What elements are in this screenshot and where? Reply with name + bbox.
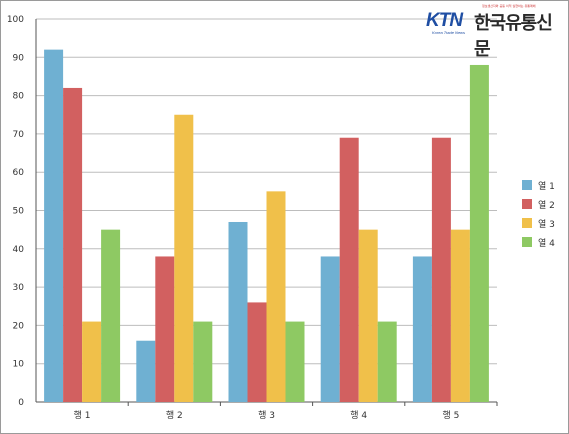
legend-swatch — [522, 180, 532, 190]
bar — [63, 87, 83, 402]
bar — [266, 191, 286, 402]
bar — [469, 64, 489, 403]
x-tick-label: 행 4 — [350, 409, 367, 421]
legend-swatch — [522, 237, 532, 247]
logo-tagline: 정보생산자와 공동 이익 실현하는 유통매체 — [482, 4, 536, 8]
bar — [358, 229, 378, 402]
bar — [247, 302, 267, 402]
legend-label: 열 4 — [538, 238, 555, 249]
bar — [412, 256, 432, 402]
x-tick-label: 행 2 — [166, 409, 183, 421]
x-tick-label: 행 5 — [442, 409, 459, 421]
legend-label: 열 3 — [538, 219, 555, 230]
y-tick-label: 60 — [13, 168, 25, 178]
logo-brand-subtitle: Korea Trade News — [432, 30, 466, 35]
legend-label: 열 2 — [538, 200, 555, 211]
logo-paper-name: 한국유통신문 — [474, 13, 553, 60]
y-tick-label: 50 — [13, 207, 25, 217]
y-tick-label: 30 — [13, 283, 25, 293]
x-tick-label: 행 3 — [258, 409, 275, 421]
bar — [377, 321, 397, 402]
legend-swatch — [522, 218, 532, 228]
bar — [193, 321, 213, 402]
logo-brand: KTN — [426, 10, 463, 31]
y-tick-label: 70 — [13, 130, 25, 140]
newspaper-logo: 정보생산자와 공동 이익 실현하는 유통매체 KTN Korea Trade N… — [424, 4, 564, 60]
y-tick-label: 40 — [13, 245, 25, 255]
legend-label: 열 1 — [538, 181, 555, 192]
y-tick-label: 10 — [13, 360, 25, 370]
bar — [174, 114, 194, 402]
y-tick-label: 20 — [13, 321, 25, 331]
y-tick-label: 90 — [13, 53, 25, 63]
bar — [136, 340, 156, 402]
y-tick-label: 0 — [18, 398, 24, 408]
bar — [101, 229, 121, 402]
legend-swatch — [522, 199, 532, 209]
y-tick-label: 100 — [7, 15, 24, 25]
x-tick-label: 행 1 — [74, 409, 91, 421]
bar — [431, 137, 451, 403]
bar — [155, 256, 175, 402]
y-tick-label: 80 — [13, 92, 25, 102]
bar — [228, 221, 248, 402]
bar — [339, 137, 359, 403]
bar — [450, 229, 470, 402]
bar — [82, 321, 102, 402]
bar — [320, 256, 340, 402]
bar — [44, 49, 64, 402]
bar — [285, 321, 305, 402]
